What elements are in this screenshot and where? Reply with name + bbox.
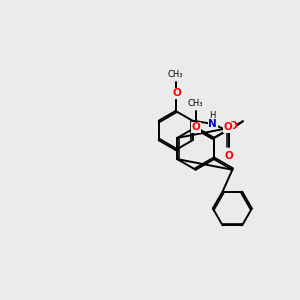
- Text: O: O: [224, 151, 233, 161]
- Text: CH₃: CH₃: [168, 70, 183, 79]
- Text: CH₃: CH₃: [188, 100, 203, 109]
- Text: O: O: [224, 122, 232, 133]
- Text: O: O: [229, 121, 237, 131]
- Text: O: O: [173, 88, 182, 98]
- Text: O: O: [191, 122, 200, 132]
- Text: H: H: [209, 111, 215, 120]
- Text: N: N: [208, 119, 217, 129]
